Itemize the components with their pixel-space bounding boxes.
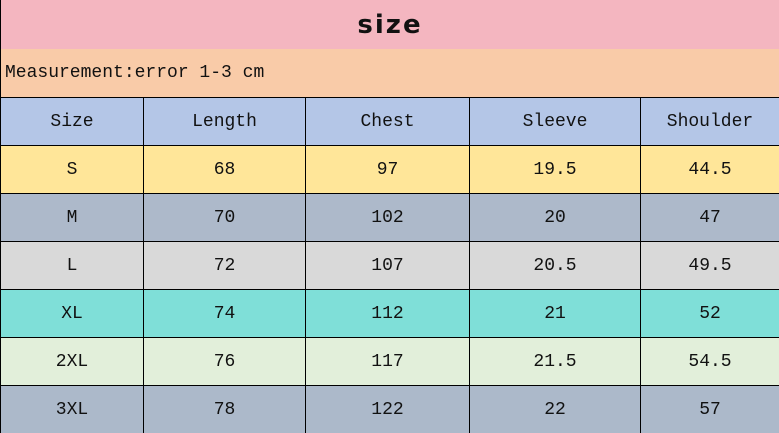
- table-row: 2XL 76 117 21.5 54.5: [0, 337, 779, 386]
- table-cell: 97: [305, 145, 470, 194]
- header-row: Size Length Chest Sleeve Shoulder: [0, 97, 779, 146]
- header-cell: Shoulder: [640, 97, 779, 146]
- table-cell: 20: [469, 193, 641, 242]
- table-cell: 2XL: [0, 337, 144, 386]
- table-cell: 3XL: [0, 385, 144, 433]
- chart-title: size: [0, 0, 779, 49]
- table-cell: XL: [0, 289, 144, 338]
- table-cell: 22: [469, 385, 641, 433]
- table-cell: 76: [143, 337, 306, 386]
- table-cell: 117: [305, 337, 470, 386]
- table-cell: 70: [143, 193, 306, 242]
- size-table: Size Length Chest Sleeve Shoulder S 68 97 19.5 44…: [0, 97, 779, 433]
- header-cell: Size: [0, 97, 144, 146]
- table-cell: 78: [143, 385, 306, 433]
- table-cell: M: [0, 193, 144, 242]
- table-cell: 21: [469, 289, 641, 338]
- table-cell: 21.5: [469, 337, 641, 386]
- table-cell: 20.5: [469, 241, 641, 290]
- table-cell: 107: [305, 241, 470, 290]
- table-cell: 102: [305, 193, 470, 242]
- table-cell: 19.5: [469, 145, 641, 194]
- table-cell: 54.5: [640, 337, 779, 386]
- table-cell: S: [0, 145, 144, 194]
- header-cell: Sleeve: [469, 97, 641, 146]
- table-cell: 49.5: [640, 241, 779, 290]
- table-row: 3XL 78 122 22 57: [0, 385, 779, 433]
- table-cell: 57: [640, 385, 779, 433]
- table-cell: 52: [640, 289, 779, 338]
- table-cell: 74: [143, 289, 306, 338]
- measurement-note: Measurement:error 1-3 cm: [0, 49, 779, 97]
- table-cell: 122: [305, 385, 470, 433]
- table-cell: 112: [305, 289, 470, 338]
- table-cell: 72: [143, 241, 306, 290]
- table-cell: L: [0, 241, 144, 290]
- table-row: M 70 102 20 47: [0, 193, 779, 242]
- header-cell: Chest: [305, 97, 470, 146]
- table-row: L 72 107 20.5 49.5: [0, 241, 779, 290]
- table-cell: 68: [143, 145, 306, 194]
- table-cell: 44.5: [640, 145, 779, 194]
- table-cell: 47: [640, 193, 779, 242]
- table-row: XL 74 112 21 52: [0, 289, 779, 338]
- header-cell: Length: [143, 97, 306, 146]
- table-row: S 68 97 19.5 44.5: [0, 145, 779, 194]
